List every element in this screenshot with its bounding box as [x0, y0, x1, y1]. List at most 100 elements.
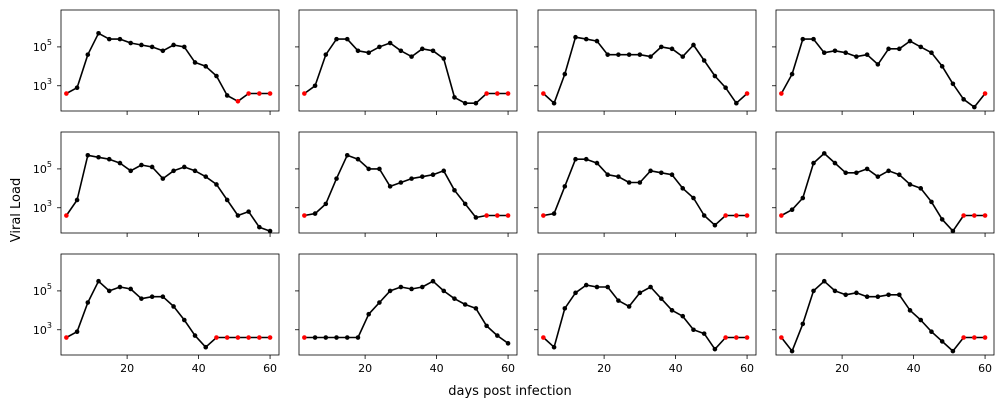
- data-point: [616, 298, 621, 303]
- data-point: [626, 304, 632, 309]
- data-point: [648, 284, 653, 290]
- censored-point: [982, 213, 988, 218]
- data-point: [323, 335, 329, 340]
- data-point: [74, 85, 80, 90]
- data-point: [96, 154, 101, 160]
- data-point: [203, 174, 209, 179]
- chart-panel: 20 40 60: [295, 253, 518, 375]
- data-point: [950, 81, 956, 87]
- data-point: [235, 213, 241, 218]
- data-point: [896, 292, 902, 298]
- data-point: [224, 93, 230, 98]
- y-tick-label-base: 10: [33, 202, 47, 215]
- panel-frame: [298, 9, 518, 112]
- chart-panel: [534, 9, 757, 115]
- data-point: [939, 339, 945, 344]
- chart-panel: [772, 9, 995, 115]
- data-point: [843, 292, 848, 298]
- data-point: [701, 58, 707, 63]
- censored-point: [246, 91, 251, 96]
- data-point: [701, 331, 707, 336]
- panel-frame: [537, 9, 757, 112]
- data-point: [939, 217, 945, 222]
- data-point: [366, 311, 371, 317]
- data-point: [896, 46, 902, 52]
- data-point: [505, 341, 511, 346]
- data-point: [800, 36, 806, 42]
- x-tick-label: 60: [978, 362, 992, 375]
- censored-point: [64, 91, 69, 96]
- data-point: [149, 294, 155, 300]
- censored-point: [484, 213, 489, 218]
- data-point: [907, 182, 913, 187]
- y-tick-label-exponent: 3: [47, 199, 52, 208]
- data-point: [430, 278, 436, 284]
- panel-frame: [60, 9, 280, 112]
- data-point: [334, 335, 339, 340]
- data-point: [74, 197, 80, 203]
- data-point: [594, 38, 600, 44]
- censored-point: [541, 335, 546, 340]
- data-point: [128, 168, 133, 174]
- y-tick-label-base: 10: [33, 41, 47, 54]
- data-point: [950, 348, 956, 354]
- data-point: [203, 344, 209, 350]
- data-point: [192, 333, 198, 338]
- data-point: [452, 187, 457, 193]
- chart-panel: [534, 131, 757, 237]
- chart-panel: [772, 131, 995, 237]
- data-point: [864, 52, 870, 57]
- x-tick-label: 20: [358, 362, 372, 375]
- data-point: [377, 300, 382, 305]
- data-point: [344, 153, 350, 158]
- data-point: [811, 160, 816, 166]
- data-point: [484, 323, 489, 329]
- x-tick-label: 40: [907, 362, 921, 375]
- data-point: [669, 308, 675, 313]
- x-tick-label: 20: [597, 362, 611, 375]
- data-point: [74, 329, 80, 334]
- data-point: [583, 282, 589, 288]
- chart-panel: 20 40 60: [772, 253, 995, 375]
- censored-point: [779, 335, 784, 340]
- data-point: [128, 286, 133, 292]
- censored-point: [302, 335, 307, 340]
- data-point: [605, 284, 610, 290]
- data-point: [712, 222, 718, 228]
- data-point: [139, 42, 144, 48]
- data-point: [800, 321, 806, 327]
- data-point: [821, 278, 827, 284]
- data-point: [680, 186, 686, 191]
- data-point: [583, 36, 589, 42]
- data-point: [886, 168, 891, 174]
- data-point: [712, 346, 718, 352]
- data-point: [918, 317, 924, 323]
- data-point: [214, 73, 219, 79]
- data-point: [409, 286, 414, 292]
- censored-point: [744, 213, 750, 218]
- data-point: [832, 48, 838, 54]
- data-point: [334, 176, 339, 181]
- censored-point: [961, 335, 966, 340]
- data-point: [929, 199, 934, 205]
- censored-point: [744, 91, 750, 96]
- censored-point: [505, 213, 511, 218]
- data-point: [551, 344, 557, 350]
- y-tick-label-exponent: 3: [47, 321, 52, 330]
- data-point: [680, 313, 686, 319]
- data-point: [616, 174, 621, 179]
- data-point: [117, 160, 123, 166]
- data-point: [419, 284, 425, 290]
- panel-frame: [298, 131, 518, 234]
- data-point: [950, 228, 956, 234]
- censored-point: [224, 335, 230, 340]
- data-point: [573, 34, 578, 40]
- data-point: [398, 48, 404, 54]
- data-point: [843, 170, 848, 176]
- data-point: [344, 36, 350, 42]
- x-tick-label: 60: [501, 362, 515, 375]
- panel-frame: [775, 9, 995, 112]
- data-point: [918, 186, 924, 191]
